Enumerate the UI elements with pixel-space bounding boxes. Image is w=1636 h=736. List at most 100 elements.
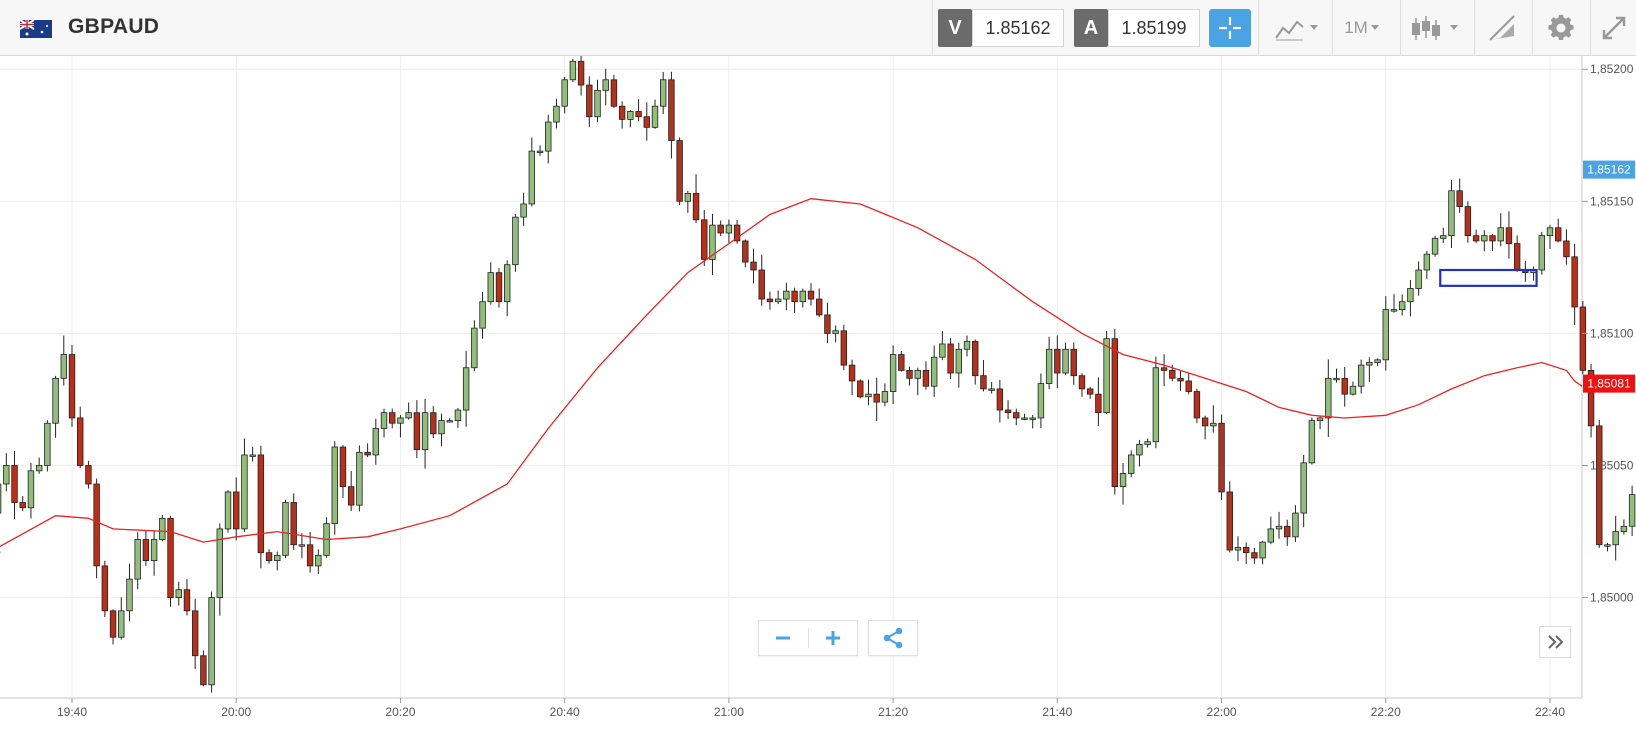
candle-up	[594, 79, 601, 123]
chart-type-dropdown[interactable]	[1270, 8, 1326, 48]
candle-up	[175, 581, 182, 606]
candle-down	[290, 493, 297, 551]
candle-body	[85, 465, 92, 485]
candle-down	[873, 377, 880, 422]
zoom-in-button[interactable]	[809, 628, 858, 648]
chart-type-icon	[1275, 20, 1318, 41]
candle-up	[405, 402, 412, 420]
candle-down	[1522, 260, 1529, 282]
candle-down	[1284, 519, 1291, 546]
ma-price-tag-bg	[1583, 374, 1635, 393]
candle-body	[898, 354, 905, 371]
candle-down	[68, 344, 76, 427]
candle-up	[323, 517, 330, 558]
candle-body	[224, 491, 232, 530]
settings-button[interactable]	[1536, 8, 1586, 48]
candle-body	[857, 380, 864, 398]
price-chart[interactable]: 1,85200 1,85150 1,85100 1,85050 1,85000 19:4…	[0, 56, 1636, 736]
x-tick-label: 21:40	[1042, 705, 1072, 719]
candle-body	[1620, 525, 1628, 532]
candle-body	[1628, 494, 1636, 527]
candle-body	[1464, 206, 1472, 237]
candle-body	[101, 565, 109, 612]
candle-body	[503, 264, 511, 303]
candle-down	[758, 254, 765, 306]
candle-down	[610, 74, 618, 109]
candle-down	[11, 451, 18, 520]
candle-body	[955, 348, 962, 374]
fullscreen-button[interactable]	[1594, 8, 1634, 48]
crosshair-button[interactable]	[1209, 9, 1251, 47]
candle-up	[1440, 227, 1447, 243]
candle-body	[848, 364, 856, 382]
candle-body	[873, 393, 880, 403]
candle-body	[134, 539, 141, 580]
candle-up	[1119, 462, 1127, 505]
candle-body	[1349, 385, 1357, 395]
candle-body	[1177, 377, 1184, 382]
candle-down	[1013, 408, 1020, 426]
candle-down	[1004, 400, 1012, 419]
buy-price[interactable]: 1.85199	[1108, 9, 1200, 47]
candle-body	[249, 454, 256, 457]
sell-price[interactable]: 1.85162	[972, 9, 1064, 47]
current-price-tag: 1,85162	[1583, 160, 1635, 179]
candle-body	[430, 412, 437, 435]
candle-body	[1292, 512, 1299, 538]
candle-body	[1390, 309, 1398, 312]
share-button[interactable]	[868, 620, 918, 656]
candle-body	[191, 610, 199, 657]
candle-up	[52, 375, 59, 438]
candle-body	[1267, 528, 1275, 543]
candle-body	[1185, 380, 1192, 392]
candlestick-dropdown[interactable]	[1406, 8, 1466, 48]
candle-body	[150, 539, 158, 562]
candle-body	[1251, 552, 1258, 559]
candle-up	[939, 331, 946, 361]
candle-body	[627, 111, 634, 120]
candle-up	[1234, 536, 1242, 562]
candle-body	[816, 298, 823, 316]
candle-body	[930, 356, 938, 387]
candle-down	[733, 219, 741, 244]
candle-up	[397, 414, 404, 438]
candle-body	[1078, 375, 1086, 390]
candles-layer	[0, 56, 1636, 693]
share-icon	[883, 627, 903, 649]
candle-body	[1382, 309, 1389, 361]
candle-up	[282, 499, 289, 559]
candle-body	[60, 354, 67, 379]
candle-body	[1555, 227, 1562, 242]
sell-label[interactable]: V	[938, 9, 972, 47]
candle-body	[1210, 422, 1217, 427]
candle-body	[1596, 425, 1603, 546]
y-tick-label: 1,85050	[1590, 459, 1634, 473]
candle-up	[503, 260, 511, 317]
candle-body	[159, 517, 166, 540]
candle-body	[766, 298, 774, 303]
candle-body	[1095, 393, 1102, 414]
drawing-tools-button[interactable]	[1478, 8, 1528, 48]
candle-body	[963, 340, 971, 350]
candle-body	[594, 89, 601, 118]
candle-body	[660, 79, 667, 107]
candle-up	[3, 453, 10, 492]
candle-body	[791, 290, 798, 303]
candle-down	[717, 220, 724, 236]
buy-label[interactable]: A	[1074, 9, 1108, 47]
candle-body	[799, 290, 806, 303]
candle-body	[1497, 227, 1504, 242]
candle-body	[733, 224, 741, 242]
candle-body	[0, 483, 2, 514]
timeframe-dropdown[interactable]: 1M	[1336, 8, 1392, 48]
candle-down	[1596, 420, 1603, 548]
candle-body	[643, 116, 650, 128]
zoom-out-button[interactable]	[759, 628, 809, 648]
scroll-to-latest-button[interactable]	[1539, 626, 1571, 658]
x-tick-label: 20:20	[385, 705, 415, 719]
selection-box	[1439, 268, 1538, 287]
candle-down	[430, 406, 437, 439]
candle-down	[676, 137, 683, 206]
candle-body	[988, 388, 995, 391]
candle-body	[356, 451, 363, 506]
